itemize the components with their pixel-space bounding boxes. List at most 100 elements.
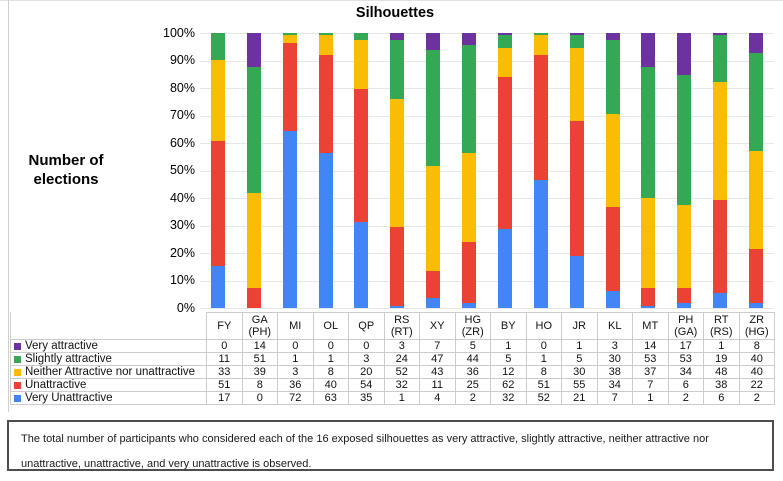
table-cell: 7 <box>420 340 456 353</box>
table-cell: 17 <box>668 340 704 353</box>
legend-label: Unattractive <box>25 379 87 391</box>
gridline <box>200 198 774 199</box>
bar-column-KL <box>595 33 631 308</box>
column-header: HG (ZR) <box>455 312 491 340</box>
table-cell: 54 <box>349 379 385 392</box>
bar-column-HO <box>523 33 559 308</box>
bar-segment <box>426 271 441 299</box>
table-cell: 0 <box>278 340 314 353</box>
table-cell: 6 <box>704 392 740 405</box>
bar-segment <box>282 131 297 308</box>
left-border-line <box>8 0 9 412</box>
table-cell: 36 <box>455 366 491 379</box>
table-cell: 51 <box>242 353 278 366</box>
bar-segment <box>390 305 405 308</box>
column-header: RT (RS) <box>704 312 740 340</box>
bar-segment <box>749 303 764 308</box>
bar-segment <box>641 33 656 68</box>
table-cell: 8 <box>313 366 349 379</box>
bar-segment <box>641 305 656 308</box>
bar-segment <box>533 180 548 308</box>
legend-swatch-icon <box>14 342 21 350</box>
legend-swatch-icon <box>14 368 21 376</box>
y-tick-label: 70% <box>169 108 195 122</box>
table-cell: 30 <box>597 353 633 366</box>
bar-column-ZRHG <box>738 33 774 308</box>
gridline <box>200 253 774 254</box>
stacked-bar <box>210 33 225 308</box>
stacked-bar <box>641 33 656 308</box>
chart-title: Silhouettes <box>355 5 435 21</box>
bar-segment <box>210 141 225 267</box>
bar-segment <box>749 249 764 304</box>
gridline <box>200 308 774 309</box>
column-header: QP <box>349 312 385 340</box>
column-header: BY <box>491 312 527 340</box>
bar-segment <box>210 266 225 308</box>
bar-column-GAPH <box>236 33 272 308</box>
bar-segment <box>713 35 728 83</box>
legend-label: Very attractive <box>25 340 98 352</box>
table-cell: 51 <box>526 379 562 392</box>
bar-segment <box>354 33 369 41</box>
table-cell: 35 <box>349 392 385 405</box>
bar-column-MT <box>631 33 667 308</box>
column-header: KL <box>597 312 633 340</box>
table-cell: 3 <box>597 340 633 353</box>
table-cell: 5 <box>491 353 527 366</box>
y-tick-label: 20% <box>169 245 195 260</box>
bar-segment <box>641 288 656 306</box>
stacked-bar <box>713 33 728 308</box>
bar-segment <box>462 303 477 308</box>
stacked-bar <box>533 33 548 308</box>
top-border-line <box>0 0 783 1</box>
bar-column-PHGA <box>666 33 702 308</box>
bar-segment <box>605 290 620 308</box>
data-table: FY GA (PH) MI OL QP RS (RT) XY HG (ZR) BY HO JR KL M… <box>10 312 775 405</box>
bar-column-XY <box>415 33 451 308</box>
table-cell: 0 <box>313 340 349 353</box>
table-cell: 1 <box>313 353 349 366</box>
bar-segment <box>426 50 441 166</box>
stacked-bar <box>282 33 297 308</box>
table-cell: 1 <box>562 340 598 353</box>
plot-area <box>200 33 774 309</box>
table-cell: 53 <box>668 353 704 366</box>
y-tick-label: 90% <box>169 53 195 67</box>
table-cell: 36 <box>278 379 314 392</box>
column-header: OL <box>313 312 349 340</box>
bar-segment <box>749 150 764 250</box>
bar-column-RTRS <box>702 33 738 308</box>
legend-cell: Very attractive <box>11 340 207 353</box>
table-cell: 3 <box>384 340 420 353</box>
table-cell: 53 <box>633 353 669 366</box>
table-cell: 52 <box>384 366 420 379</box>
bar-segment <box>390 99 405 227</box>
bar-segment <box>390 33 405 41</box>
table-cell: 11 <box>420 379 456 392</box>
table-corner-cell <box>11 312 207 340</box>
table-cell: 40 <box>739 366 775 379</box>
table-cell: 7 <box>633 379 669 392</box>
table-cell: 17 <box>207 392 243 405</box>
bar-segment <box>282 33 297 36</box>
stacked-bar <box>605 33 620 308</box>
y-tick-label: 40% <box>169 190 195 205</box>
bar-segment <box>282 42 297 132</box>
bar-segment <box>749 52 764 151</box>
stacked-bar <box>318 33 333 308</box>
gridline <box>200 88 774 89</box>
column-header: GA (PH) <box>242 312 278 340</box>
bar-segment <box>318 35 333 56</box>
column-header: ZR (HG) <box>739 312 775 340</box>
table-cell: 48 <box>704 366 740 379</box>
table-cell: 0 <box>349 340 385 353</box>
table-cell: 62 <box>491 379 527 392</box>
table-cell: 37 <box>633 366 669 379</box>
legend-cell: Unattractive <box>11 379 207 392</box>
legend-swatch-icon <box>14 355 21 363</box>
table-cell: 5 <box>455 340 491 353</box>
table-cell: 1 <box>704 340 740 353</box>
bar-segment <box>210 60 225 142</box>
column-header: FY <box>207 312 243 340</box>
